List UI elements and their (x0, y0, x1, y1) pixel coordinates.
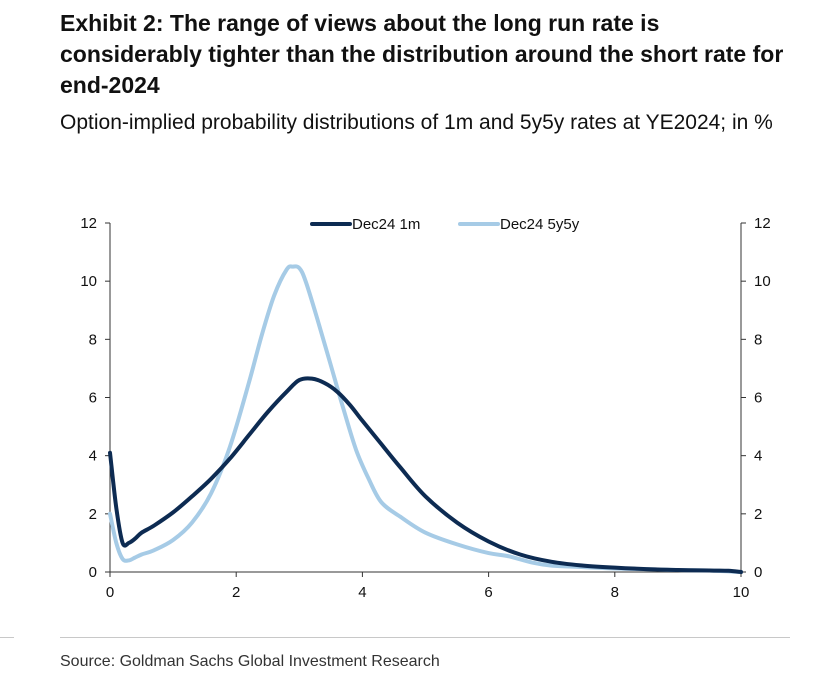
x-tick-label: 4 (358, 584, 366, 601)
y-tick-label-left: 12 (80, 215, 97, 232)
y-tick-label-right: 12 (754, 215, 771, 232)
source-note: Source: Goldman Sachs Global Investment … (60, 653, 440, 670)
y-tick-label-left: 4 (89, 448, 97, 465)
x-tick-label: 10 (733, 584, 750, 601)
divider-left (0, 637, 14, 638)
y-tick-label-right: 0 (754, 564, 762, 581)
legend-item-dec24-5y5y-label: Dec24 5y5y (500, 216, 580, 233)
series-line-dec24-1m (108, 376, 743, 574)
x-tick-label: 6 (484, 584, 492, 601)
y-tick-label-left: 6 (89, 390, 97, 407)
x-tick-label: 8 (611, 584, 619, 601)
y-tick-label-left: 0 (89, 564, 97, 581)
y-tick-label-left: 10 (80, 273, 97, 290)
chart-lines (108, 264, 743, 574)
y-tick-label-right: 2 (754, 506, 762, 523)
legend-item-dec24-1m-label: Dec24 1m (352, 216, 420, 233)
series-line-dec24-5y5y (108, 264, 743, 574)
x-tick-label: 2 (232, 584, 240, 601)
y-tick-label-right: 6 (754, 390, 762, 407)
chart-title: Exhibit 2: The range of views about the … (60, 10, 784, 98)
y-tick-label-right: 4 (754, 448, 762, 465)
x-tick-label: 0 (106, 584, 114, 601)
divider (60, 637, 790, 638)
chart-subtitle: Option-implied probability distributions… (60, 111, 773, 134)
y-tick-label-left: 8 (89, 331, 97, 348)
y-tick-label-left: 2 (89, 506, 97, 523)
y-tick-label-right: 8 (754, 331, 762, 348)
y-tick-label-right: 10 (754, 273, 771, 290)
chart-legend: Dec24 1m Dec24 5y5y (310, 216, 580, 233)
